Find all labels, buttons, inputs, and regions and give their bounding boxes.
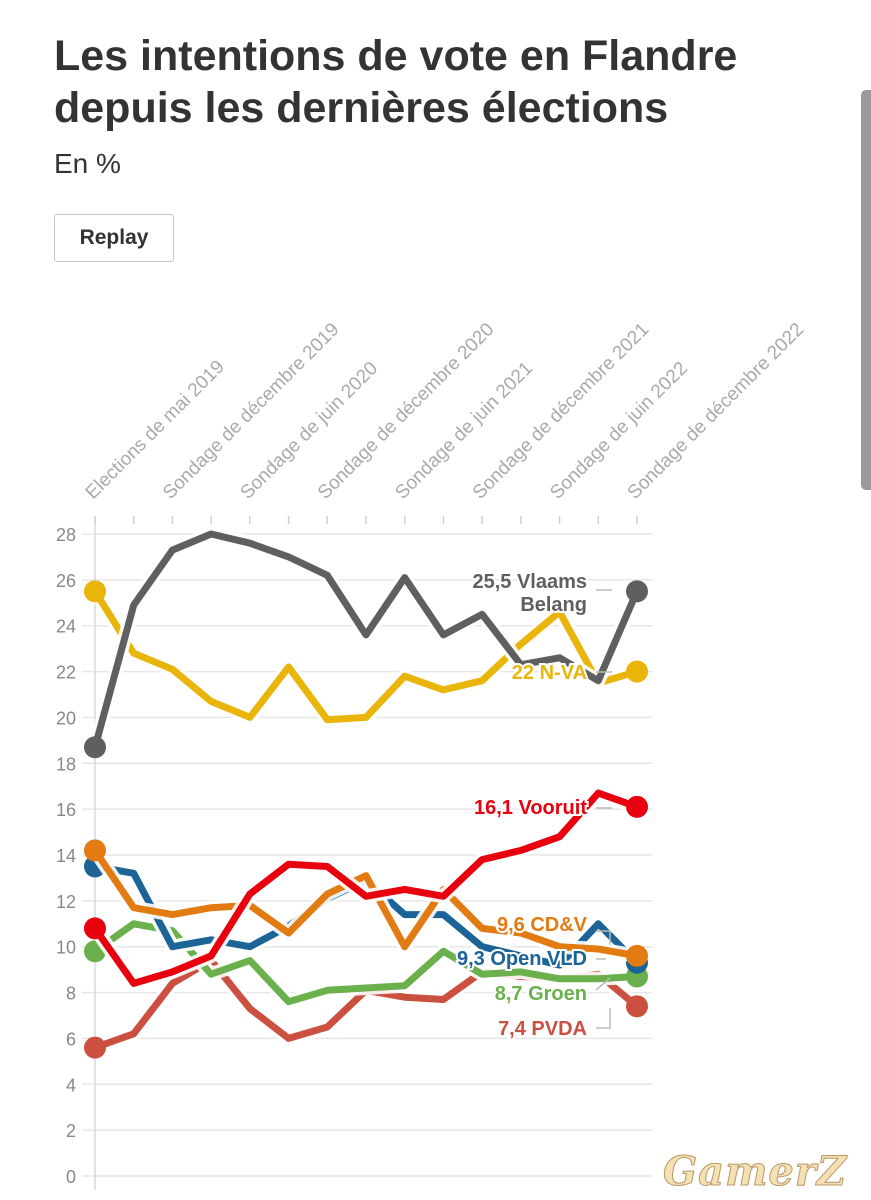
end-point-vooruit: [626, 795, 648, 818]
y-tick-label: 12: [56, 892, 76, 912]
y-tick-label: 22: [56, 663, 76, 683]
y-tick-label: 18: [56, 754, 76, 774]
series-label-vlaams-belang: 25,5 Vlaams: [472, 571, 587, 593]
x-tick-label: Elections de mai 2019: [82, 356, 229, 503]
y-tick-label: 28: [56, 525, 76, 545]
y-tick-label: 10: [56, 938, 76, 958]
series-line-cd-v: [91, 846, 641, 960]
watermark-logo: GamerZ: [662, 1148, 848, 1196]
series-lines: [84, 527, 648, 1059]
start-point-vlaams-belang: [84, 736, 106, 759]
series-label-cd-v: 9,6 CD&V: [497, 914, 588, 936]
start-point-vooruit: [84, 917, 106, 940]
series-line-vlaams-belang: [91, 530, 641, 751]
end-point-pvda: [626, 995, 648, 1018]
y-tick-label: 0: [66, 1167, 76, 1187]
x-tick-label: Sondage de juin 2020: [237, 358, 383, 504]
series-label-groen: 8,7 Groen: [495, 983, 587, 1005]
x-tick-label: Sondage de juin 2022: [546, 358, 692, 504]
y-tick-label: 16: [56, 800, 76, 820]
leader-line-cd-v: [596, 930, 611, 945]
leader-line-pvda: [596, 1008, 611, 1029]
y-tick-label: 26: [56, 571, 76, 591]
y-tick-label: 2: [66, 1121, 76, 1141]
y-tick-label: 20: [56, 708, 76, 728]
series-label-open-vld: 9,3 Open VLD: [457, 948, 587, 970]
x-tick-label: Sondage de juin 2021: [391, 358, 537, 504]
chart-subtitle: En %: [54, 148, 121, 179]
start-point-cd-v: [84, 839, 106, 862]
end-point-vlaams-belang: [626, 580, 648, 603]
scrollbar[interactable]: [861, 90, 871, 490]
start-point-n-va: [84, 580, 106, 603]
series-label-vlaams-belang: Belang: [520, 594, 587, 616]
chart-title: Les intentions de vote en Flandre depuis…: [54, 32, 738, 132]
series-line-vooruit: [91, 789, 641, 987]
y-tick-label: 8: [66, 984, 76, 1004]
series-label-pvda: 7,4 PVDA: [498, 1018, 587, 1040]
y-tick-label: 4: [66, 1075, 76, 1095]
end-point-n-va: [626, 660, 648, 683]
series-line-n-va: [91, 587, 641, 724]
series-label-vooruit: 16,1 Vooruit: [474, 797, 587, 819]
leader-line-groen: [595, 977, 611, 991]
series-label-n-va: 22 N-VA: [512, 662, 587, 684]
start-point-pvda: [84, 1036, 106, 1059]
replay-button[interactable]: Replay: [54, 214, 174, 262]
y-tick-label: 14: [56, 846, 76, 866]
end-point-cd-v: [626, 944, 648, 967]
y-tick-label: 6: [66, 1029, 76, 1049]
y-tick-label: 24: [56, 617, 76, 637]
